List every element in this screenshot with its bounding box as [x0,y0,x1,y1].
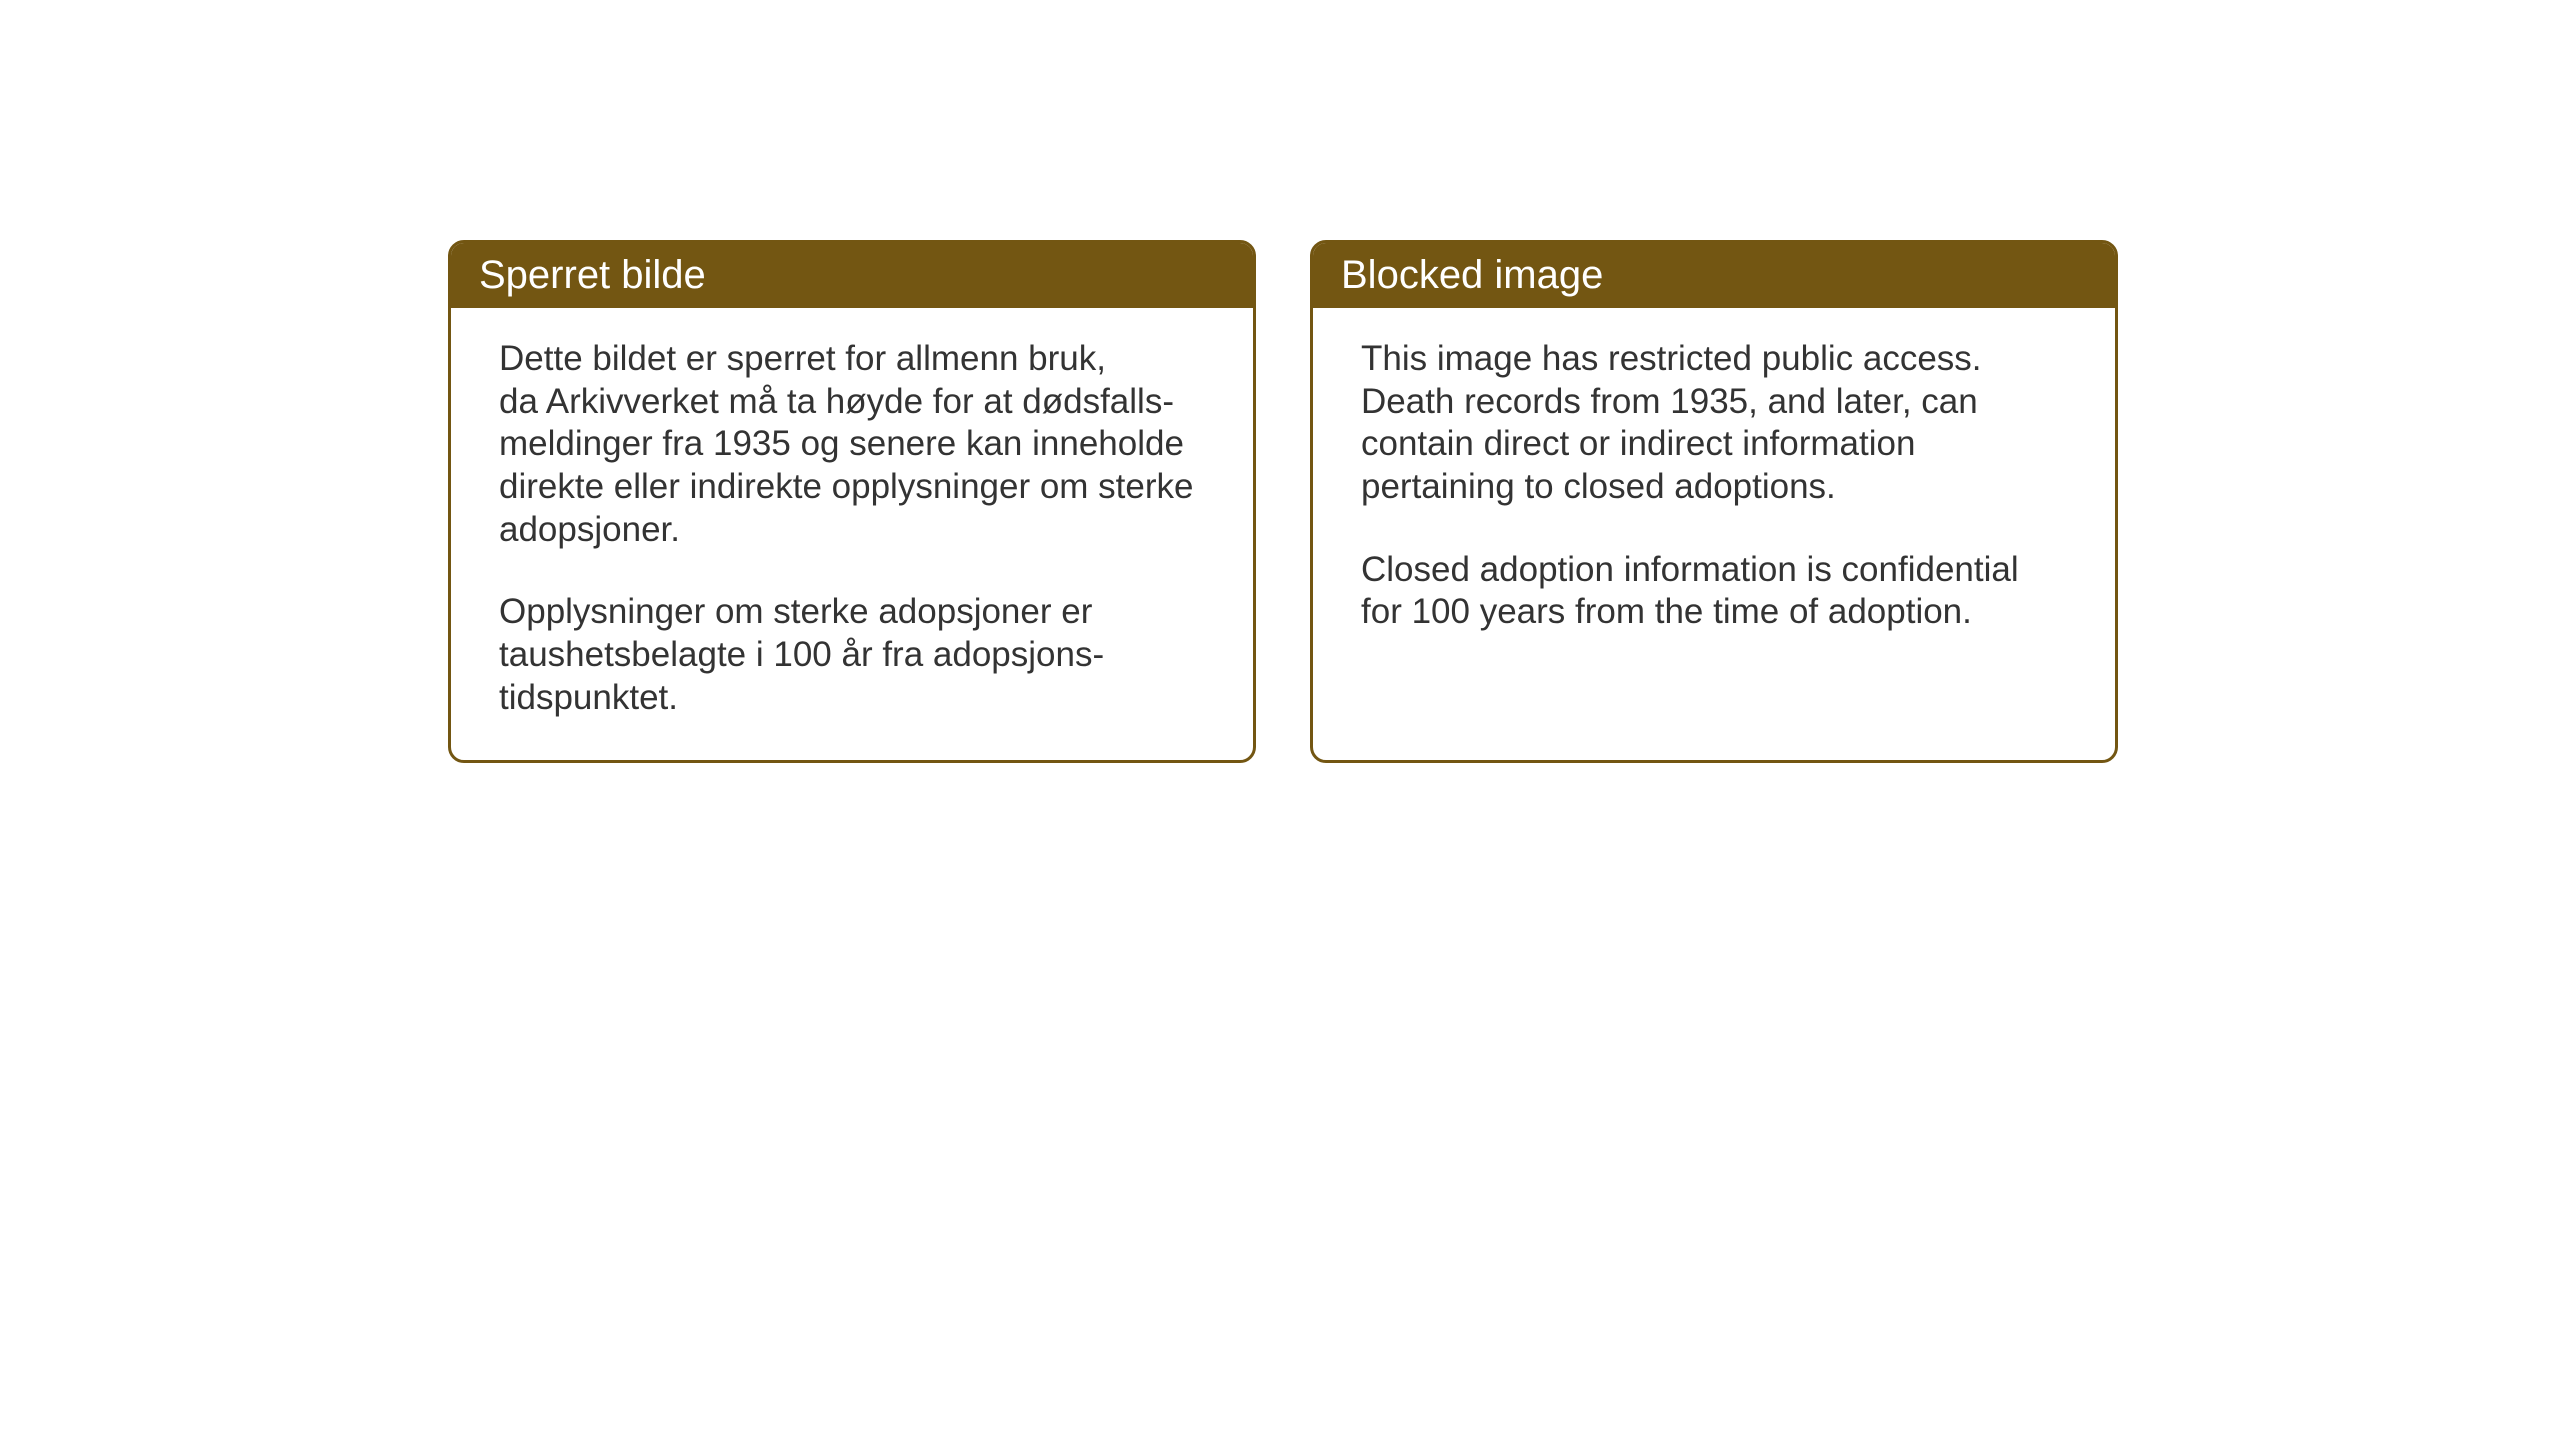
card-english: Blocked image This image has restricted … [1310,240,2118,763]
card-norwegian: Sperret bilde Dette bildet er sperret fo… [448,240,1256,763]
cards-container: Sperret bilde Dette bildet er sperret fo… [448,240,2118,763]
card-title-english: Blocked image [1341,253,1603,297]
paragraph-english-2: Closed adoption information is confident… [1361,549,2067,634]
card-body-norwegian: Dette bildet er sperret for allmenn bruk… [451,308,1253,760]
card-header-english: Blocked image [1313,243,2115,308]
card-body-english: This image has restricted public access.… [1313,308,2115,738]
paragraph-norwegian-1: Dette bildet er sperret for allmenn bruk… [499,338,1205,551]
card-title-norwegian: Sperret bilde [479,253,706,297]
card-header-norwegian: Sperret bilde [451,243,1253,308]
paragraph-english-1: This image has restricted public access.… [1361,338,2067,509]
paragraph-norwegian-2: Opplysninger om sterke adopsjoner er tau… [499,591,1205,719]
